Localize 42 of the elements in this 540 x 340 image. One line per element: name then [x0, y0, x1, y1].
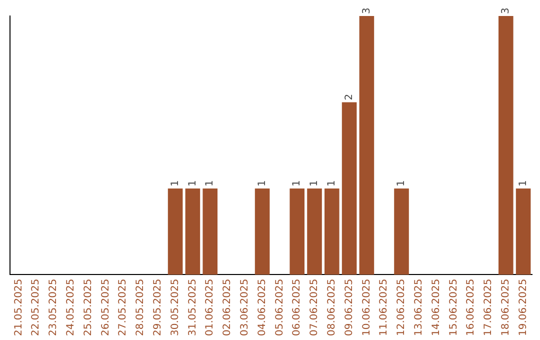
x-tick-label: 31.05.2025	[187, 278, 198, 336]
x-tick-label: 21.05.2025	[13, 278, 24, 336]
x-tick-label: 28.05.2025	[135, 278, 146, 336]
x-tick-label: 02.06.2025	[222, 278, 234, 336]
data-label: 1	[187, 180, 198, 186]
x-tick-label: 27.05.2025	[118, 278, 129, 336]
x-tick-label: 14.06.2025	[430, 278, 442, 336]
x-tick-label: 01.06.2025	[204, 278, 216, 336]
x-tick-label: 13.06.2025	[413, 278, 424, 336]
data-label: 1	[518, 180, 529, 186]
x-tick-label: 16.06.2025	[466, 278, 477, 336]
x-tick-label: 19.06.2025	[518, 278, 529, 336]
x-tick-label: 05.06.2025	[274, 278, 286, 336]
data-label: 3	[361, 8, 372, 14]
data-label: 1	[396, 180, 408, 186]
x-tick-label: 04.06.2025	[256, 278, 268, 336]
x-tick-label: 22.05.2025	[30, 278, 42, 336]
x-tick-label: 18.06.2025	[500, 278, 512, 336]
data-label: 1	[204, 180, 216, 186]
data-label: 1	[256, 180, 268, 186]
x-tick-label: 06.06.2025	[292, 278, 303, 336]
x-tick-label: 07.06.2025	[309, 278, 320, 336]
x-tick-label: 09.06.2025	[344, 278, 355, 336]
x-tick-label: 23.05.2025	[48, 278, 60, 336]
x-tick-label: 10.06.2025	[361, 278, 372, 336]
data-label: 1	[326, 180, 338, 186]
x-tick-label: 25.05.2025	[82, 278, 94, 336]
x-tick-label: 26.05.2025	[100, 278, 112, 336]
data-label: 2	[344, 94, 355, 100]
data-label: 1	[309, 180, 320, 186]
x-tick-label: 24.05.2025	[65, 278, 76, 336]
data-label: 3	[500, 8, 512, 14]
x-tick-label: 15.06.2025	[448, 278, 460, 336]
x-tick-label: 08.06.2025	[326, 278, 338, 336]
data-label: 1	[170, 180, 181, 186]
x-tick-label: 30.05.2025	[170, 278, 181, 336]
x-tick-label: 11.06.2025	[378, 278, 390, 336]
x-tick-label: 12.06.2025	[396, 278, 408, 336]
x-tick-label: 29.05.2025	[152, 278, 164, 336]
data-label: 1	[292, 180, 303, 186]
x-tick-label: 03.06.2025	[239, 278, 250, 336]
x-tick-label: 17.06.2025	[483, 278, 494, 336]
